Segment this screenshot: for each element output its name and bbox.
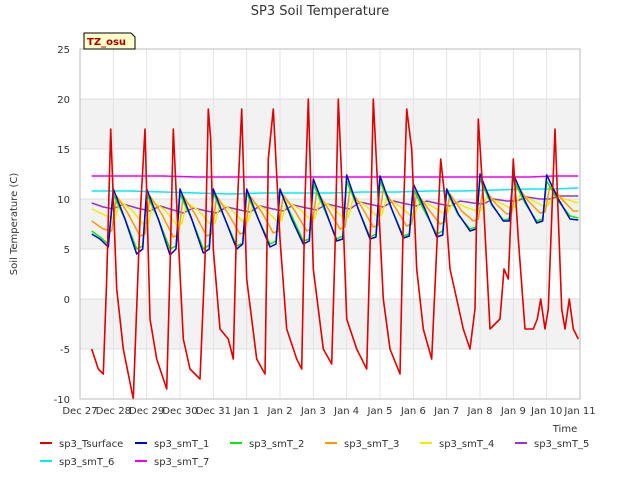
legend-item-sp3_smT_1: sp3_smT_1 (135, 439, 209, 450)
x-tick-label: Jan 7 (433, 406, 459, 417)
y-tick-label: 10 (57, 195, 70, 206)
plot-band (80, 49, 580, 99)
legend-item-sp3_smT_5: sp3_smT_5 (515, 439, 589, 450)
x-tick-label: Jan 9 (500, 406, 526, 417)
plot-frame (79, 48, 581, 400)
x-tick-label: Dec 29 (129, 406, 164, 417)
series-line-sp3_Tsurface (90, 98, 580, 400)
y-tick-label: 5 (64, 245, 70, 256)
plot-background (80, 49, 580, 399)
x-axis-label: Time (552, 424, 577, 435)
legend-label: sp3_smT_7 (154, 457, 209, 468)
y-axis-label: Soil Temperature (C) (9, 173, 20, 276)
legend-item-sp3_smT_7: sp3_smT_7 (135, 457, 209, 468)
y-tick-label: 25 (57, 45, 70, 56)
x-tick-label: Jan 10 (530, 406, 562, 417)
legend-item-sp3_smT_4: sp3_smT_4 (420, 439, 494, 450)
legend-label: sp3_smT_2 (249, 439, 304, 450)
series-group (90, 98, 580, 400)
y-tick-label: -5 (60, 345, 70, 356)
x-tick-label: Jan 2 (267, 406, 293, 417)
tz-annotation-label: TZ_osu (87, 37, 126, 48)
y-tick-label: 0 (64, 295, 70, 306)
y-tick-label: 15 (57, 145, 70, 156)
x-tick-label: Dec 30 (162, 406, 197, 417)
legend-label: sp3_smT_6 (59, 457, 114, 468)
legend-label: sp3_Tsurface (59, 439, 123, 450)
y-tick-label: -10 (54, 395, 70, 406)
x-tick-label: Jan 6 (400, 406, 426, 417)
legend-item-sp3_smT_3: sp3_smT_3 (325, 439, 399, 450)
legend-label: sp3_smT_5 (534, 439, 589, 450)
x-tick-label: Jan 5 (367, 406, 393, 417)
chart-title: SP3 Soil Temperature (251, 4, 389, 19)
x-tick-label: Jan 11 (563, 406, 595, 417)
x-tick-label: Jan 1 (233, 406, 259, 417)
y-tick-labels: -10 -5 0 5 10 15 20 25 (54, 45, 70, 406)
x-tick-label: Jan 3 (300, 406, 326, 417)
series-line-sp3_smT_1 (91, 173, 579, 256)
legend-item-sp3_Tsurface: sp3_Tsurface (40, 439, 123, 450)
tz-annotation: TZ_osu (83, 32, 136, 50)
legend-label: sp3_smT_4 (439, 439, 494, 450)
legend-label: sp3_smT_3 (344, 439, 399, 450)
legend: sp3_Tsurface sp3_smT_1 sp3_smT_2 sp3_smT_3 s… (40, 439, 589, 468)
legend-label: sp3_smT_1 (154, 439, 209, 450)
plot-band (80, 349, 580, 399)
x-tick-label: Dec 31 (196, 406, 231, 417)
plot-band (80, 249, 580, 299)
legend-item-sp3_smT_2: sp3_smT_2 (230, 439, 304, 450)
y-tick-label: 20 (57, 95, 70, 106)
x-tick-label: Dec 27 (62, 406, 97, 417)
legend-item-sp3_smT_6: sp3_smT_6 (40, 457, 114, 468)
tz-annotation-box (83, 32, 136, 50)
x-tick-label: Jan 8 (467, 406, 493, 417)
x-tick-label: Dec 28 (96, 406, 131, 417)
plot-band (80, 299, 580, 349)
x-tick-label: Jan 4 (333, 406, 359, 417)
plot-band (80, 99, 580, 149)
